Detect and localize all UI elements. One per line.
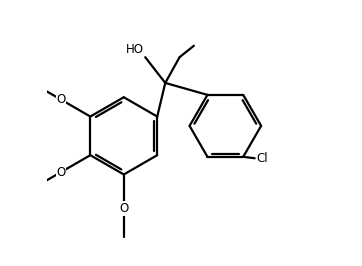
Text: Cl: Cl bbox=[256, 152, 268, 165]
Text: O: O bbox=[56, 166, 66, 179]
Text: HO: HO bbox=[126, 43, 144, 56]
Text: O: O bbox=[56, 93, 66, 106]
Text: O: O bbox=[119, 202, 129, 215]
